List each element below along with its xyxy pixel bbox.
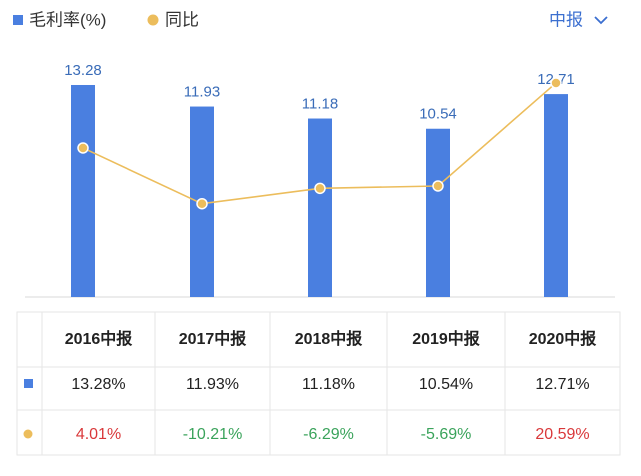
line-point [550,77,562,89]
legend-label: 毛利率(%) [29,10,106,29]
legend-label: 同比 [165,10,199,29]
period-label[interactable]: 中报 [549,10,583,29]
bar-value-label: 11.93 [184,84,220,101]
period-selector[interactable]: 中报 [549,10,608,29]
line-point [314,182,326,195]
table-cell: 20.59% [535,426,589,443]
table-cell: -6.29% [303,426,354,443]
table-cell: 10.54% [419,376,473,393]
line-point [77,142,89,154]
bar-value-label: 11.18 [302,95,338,112]
table-cell: -10.21% [183,426,243,443]
table-marker [23,429,33,439]
legend-marker [147,14,159,26]
table-cell: 11.18% [302,376,355,393]
bar [544,94,568,297]
line-point [196,197,208,210]
bar [71,84,95,297]
table-cell: 13.28% [71,376,125,393]
table-cell: 4.01% [76,426,121,443]
table-cell: 12.71% [535,376,589,393]
table-header: 2017中报 [179,329,247,348]
table-header: 2016中报 [65,329,133,348]
legend-marker [13,15,23,25]
table-marker [24,379,33,388]
table-border [16,311,621,456]
table-header: 2018中报 [295,329,363,348]
bar-value-label: 13.28 [64,62,102,79]
table-header: 2020中报 [529,329,597,348]
bar-value-label: 10.54 [419,106,457,123]
bar [426,128,450,297]
table-cell: -5.69% [421,426,472,443]
line-point [432,180,444,192]
table-cell: 11.93% [186,376,239,393]
chevron[interactable] [594,16,608,25]
bar [308,118,332,297]
table-header: 2019中报 [412,329,480,348]
